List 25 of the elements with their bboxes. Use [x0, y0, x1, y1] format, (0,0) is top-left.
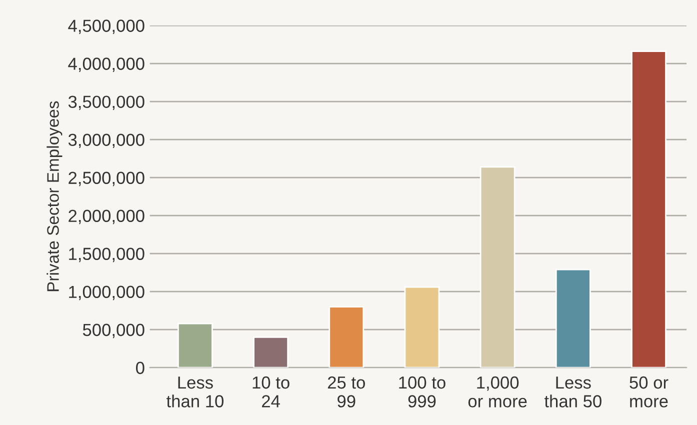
y-tick-label: 1,000,000 [69, 286, 144, 300]
bar [555, 268, 591, 368]
bar [328, 306, 364, 368]
x-tick-label: 100 to 999 [399, 376, 446, 408]
y-tick-label: 500,000 [82, 324, 144, 338]
y-tick-label: 0 [136, 362, 144, 374]
y-axis-title: Private Sector Employees [46, 101, 62, 292]
y-tick-label: 4,000,000 [68, 58, 144, 72]
bar [178, 322, 213, 368]
x-tick-label: 50 or more [630, 376, 668, 408]
x-tick-label: 10 to 24 [252, 376, 290, 408]
x-tick-label: 1,000 or more [468, 376, 527, 408]
y-tick-label: 1,500,000 [69, 248, 144, 262]
bar [253, 336, 288, 368]
y-tick-label: 3,500,000 [68, 96, 144, 110]
x-tick-label: Less than 50 [544, 376, 602, 408]
y-tick-label: 2,500,000 [68, 172, 144, 186]
x-tick-label: 25 to 99 [328, 376, 365, 408]
x-tick-label: Less than 10 [166, 376, 224, 408]
bar [631, 50, 666, 368]
bar [480, 166, 516, 368]
y-tick-label: 3,000,000 [68, 134, 144, 148]
y-tick-label: 2,000,000 [68, 210, 144, 224]
y-tick-label: 4,500,000 [68, 20, 144, 34]
bar [404, 286, 440, 368]
